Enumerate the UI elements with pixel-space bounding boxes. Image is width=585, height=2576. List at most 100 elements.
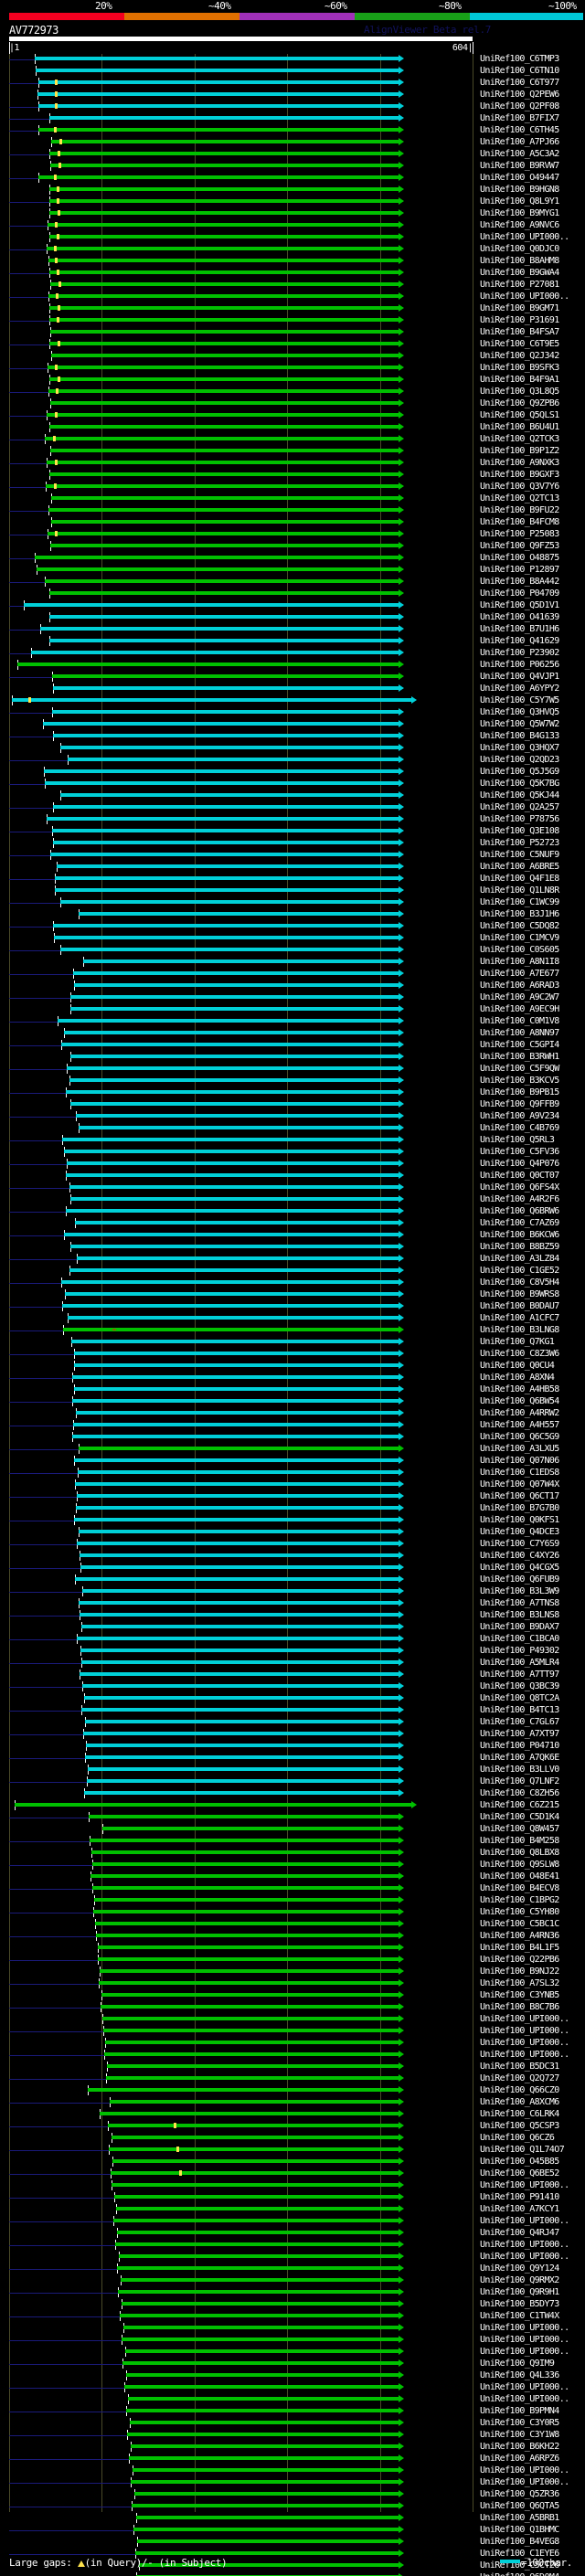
hit-row[interactable]: UniRef100_Q2TC13 (0, 493, 585, 505)
hit-row[interactable]: UniRef100_B4FSA7 (0, 327, 585, 339)
hit-label[interactable]: UniRef100_A6BRE5 (480, 862, 559, 872)
hit-row[interactable]: UniRef100_Q6BRW6 (0, 1206, 585, 1218)
hit-row[interactable]: UniRef100_C5F9QW (0, 1064, 585, 1076)
hit-row[interactable]: UniRef100_A3LZ84 (0, 1254, 585, 1266)
hit-label[interactable]: UniRef100_O41639 (480, 612, 559, 622)
hit-label[interactable]: UniRef100_C8Z3W6 (480, 1349, 559, 1359)
hsp-bar[interactable] (75, 1221, 399, 1224)
hit-label[interactable]: UniRef100_P31691 (480, 315, 559, 325)
hit-label[interactable]: UniRef100_P04709 (480, 588, 559, 599)
hit-label[interactable]: UniRef100_C1BCA0 (480, 1634, 559, 1644)
hsp-bar[interactable] (47, 817, 399, 821)
hit-row[interactable]: UniRef100_P04710 (0, 1741, 585, 1753)
hsp-bar[interactable] (132, 2504, 399, 2507)
hit-row[interactable]: UniRef100_C7GL67 (0, 1717, 585, 1729)
hit-label[interactable]: UniRef100_A7XT97 (480, 1729, 559, 1739)
hit-row[interactable]: UniRef100_B4TC13 (0, 1705, 585, 1717)
hsp-bar[interactable] (48, 508, 399, 512)
hsp-bar[interactable] (115, 2242, 399, 2246)
hit-label[interactable]: UniRef100_UPI000.. (480, 2347, 569, 2357)
hsp-bar[interactable] (77, 1494, 399, 1498)
hsp-bar[interactable] (36, 69, 399, 72)
hit-row[interactable]: UniRef100_C1WC99 (0, 897, 585, 909)
hit-label[interactable]: UniRef100_P04710 (480, 1741, 559, 1751)
hsp-bar[interactable] (79, 912, 399, 916)
hsp-bar[interactable] (49, 116, 399, 120)
hit-row[interactable]: UniRef100_Q7LNF2 (0, 1776, 585, 1788)
hsp-bar[interactable] (73, 971, 399, 975)
hsp-bar[interactable] (119, 2254, 399, 2258)
hit-row[interactable]: UniRef100_B0DAU7 (0, 1301, 585, 1313)
hit-row[interactable]: UniRef100_C3YNB5 (0, 1990, 585, 2002)
hit-row[interactable]: UniRef100_Q66CZ0 (0, 2085, 585, 2097)
hit-row[interactable]: UniRef100_O48E41 (0, 1871, 585, 1883)
hit-row[interactable]: UniRef100_C1MCV9 (0, 933, 585, 945)
hsp-bar[interactable] (82, 1589, 399, 1593)
hit-row[interactable]: UniRef100_Q9Y124 (0, 2263, 585, 2275)
hit-label[interactable]: UniRef100_C5DQ82 (480, 921, 559, 931)
hit-label[interactable]: UniRef100_B3RWH1 (480, 1052, 559, 1062)
hsp-bar[interactable] (50, 330, 399, 334)
hit-label[interactable]: UniRef100_UPI000.. (480, 2335, 569, 2345)
hit-row[interactable]: UniRef100_C1EDS8 (0, 1468, 585, 1479)
hit-row[interactable]: UniRef100_A3LXU5 (0, 1444, 585, 1456)
hit-label[interactable]: UniRef100_B4VEG8 (480, 2537, 559, 2547)
hit-row[interactable]: UniRef100_Q9FZ53 (0, 541, 585, 553)
hsp-bar[interactable] (108, 2124, 399, 2127)
hit-row[interactable]: UniRef100_Q6BW54 (0, 1396, 585, 1408)
hit-row[interactable]: UniRef100_UPI000.. (0, 2394, 585, 2406)
hit-label[interactable]: UniRef100_B3L3W9 (480, 1586, 559, 1596)
hit-label[interactable]: UniRef100_Q6FS4X (480, 1182, 559, 1193)
hsp-bar[interactable] (58, 1019, 399, 1023)
hit-row[interactable]: UniRef100_B9WRS8 (0, 1289, 585, 1301)
hit-row[interactable]: UniRef100_UPI000.. (0, 2038, 585, 2050)
hit-label[interactable]: UniRef100_B9MYG1 (480, 208, 559, 218)
hit-label[interactable]: UniRef100_Q0DJC0 (480, 244, 559, 254)
hit-row[interactable]: UniRef100_Q0CT07 (0, 1171, 585, 1182)
hit-label[interactable]: UniRef100_A4R2F6 (480, 1194, 559, 1204)
hsp-bar[interactable] (80, 1613, 399, 1617)
hit-label[interactable]: UniRef100_Q4VJP1 (480, 672, 559, 682)
hsp-bar[interactable] (44, 769, 399, 773)
hsp-bar[interactable] (136, 2516, 399, 2519)
hsp-bar[interactable] (88, 2088, 399, 2092)
hsp-bar[interactable] (69, 1185, 399, 1189)
hit-row[interactable]: UniRef100_C6TMP3 (0, 54, 585, 66)
hsp-bar[interactable] (120, 2314, 399, 2317)
hit-row[interactable]: UniRef100_Q1BHMC (0, 2525, 585, 2537)
hit-row[interactable]: UniRef100_B7U1H6 (0, 624, 585, 636)
hit-label[interactable]: UniRef100_C0M1V8 (480, 1016, 559, 1026)
hit-row[interactable]: UniRef100_B4VEG8 (0, 2537, 585, 2549)
hsp-bar[interactable] (49, 377, 399, 381)
hsp-bar[interactable] (57, 864, 399, 868)
hit-row[interactable]: UniRef100_C6LRK4 (0, 2109, 585, 2121)
hit-row[interactable]: UniRef100_UPI000.. (0, 2050, 585, 2062)
hit-row[interactable]: UniRef100_P23902 (0, 648, 585, 660)
hsp-bar[interactable] (40, 627, 399, 631)
hsp-bar[interactable] (38, 175, 399, 179)
hit-label[interactable]: UniRef100_UPI000.. (480, 2014, 569, 2024)
hit-label[interactable]: UniRef100_B9RVW7 (480, 161, 559, 171)
hsp-bar[interactable] (45, 579, 399, 583)
hit-row[interactable]: UniRef100_C8V5H4 (0, 1277, 585, 1289)
hit-label[interactable]: UniRef100_B3J1H6 (480, 909, 559, 919)
hit-label[interactable]: UniRef100_B9FU22 (480, 505, 559, 515)
hsp-bar[interactable] (84, 1696, 399, 1700)
hsp-bar[interactable] (55, 888, 399, 892)
hsp-bar[interactable] (79, 1126, 399, 1129)
hit-row[interactable]: UniRef100_Q9FFB9 (0, 1099, 585, 1111)
hit-label[interactable]: UniRef100_Q1L74O7 (480, 2145, 565, 2155)
hit-label[interactable]: UniRef100_A7QK6E (480, 1753, 559, 1763)
hit-row[interactable]: UniRef100_B9HGN8 (0, 185, 585, 196)
hit-label[interactable]: UniRef100_O49447 (480, 173, 559, 183)
hit-label[interactable]: UniRef100_Q3HQX7 (480, 743, 559, 753)
hit-label[interactable]: UniRef100_Q41629 (480, 636, 559, 646)
hit-label[interactable]: UniRef100_A3LXU5 (480, 1444, 559, 1454)
hsp-bar[interactable] (53, 686, 399, 690)
hit-row[interactable]: UniRef100_C6T977 (0, 78, 585, 90)
hit-label[interactable]: UniRef100_B4M258 (480, 1836, 559, 1846)
hit-label[interactable]: UniRef100_C6T9E5 (480, 339, 559, 349)
hit-row[interactable]: UniRef100_Q0KFS1 (0, 1515, 585, 1527)
hit-label[interactable]: UniRef100_UPI000.. (480, 2240, 569, 2250)
hit-row[interactable]: UniRef100_A7QK6E (0, 1753, 585, 1765)
